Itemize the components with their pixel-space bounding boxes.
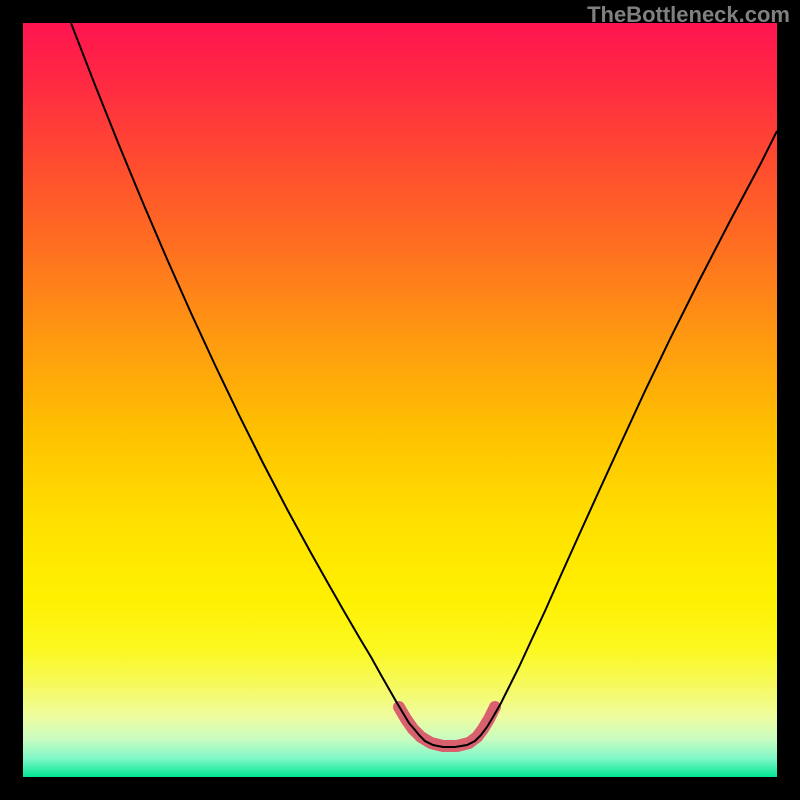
plot-area — [23, 23, 777, 777]
chart-frame: TheBottleneck.com — [0, 0, 800, 800]
curve-layer — [23, 23, 777, 777]
watermark-text: TheBottleneck.com — [587, 2, 790, 28]
highlight-segment — [399, 707, 495, 746]
bottleneck-curve — [71, 23, 777, 747]
